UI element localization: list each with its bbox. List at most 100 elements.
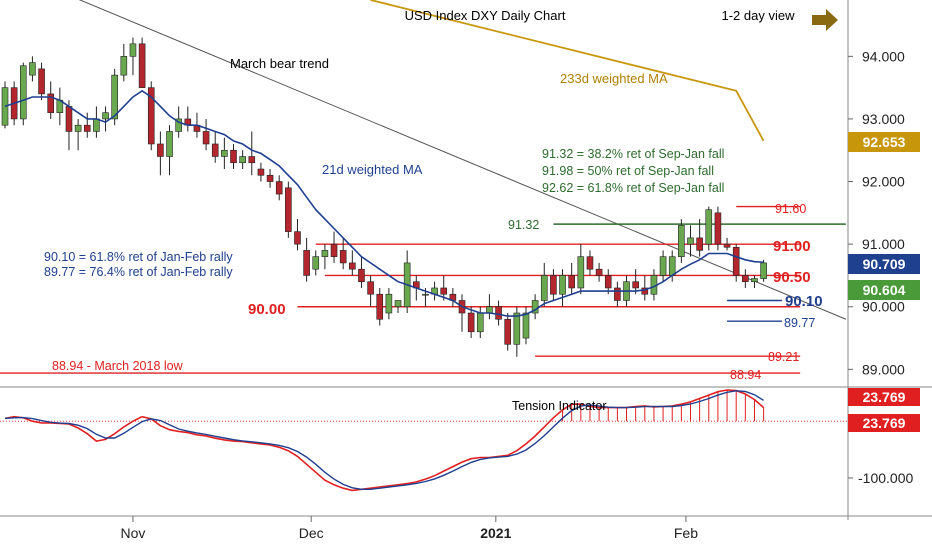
candle	[312, 256, 320, 270]
candle	[275, 181, 283, 195]
candle	[559, 275, 566, 295]
price-tag-last-text: 90.604	[863, 282, 906, 298]
x-tick-label: Feb	[674, 525, 698, 541]
y-tick-label: 92.000	[862, 174, 905, 190]
candle	[74, 124, 82, 132]
arrow-right-icon	[812, 9, 838, 31]
candle	[751, 278, 758, 283]
label-91-00: 91.00	[773, 238, 811, 255]
trend-line	[78, 0, 847, 320]
candle	[586, 256, 594, 270]
annotation-fib-jan-feb-2: 89.77 = 76.4% ret of Jan-Feb rally	[44, 265, 233, 279]
candle	[486, 306, 493, 314]
candle	[513, 312, 521, 345]
candle	[714, 212, 722, 245]
candle	[696, 237, 703, 251]
candle	[705, 209, 713, 245]
annotation-fib-sep-jan-2: 91.98 = 50% ret of Sep-Jan fall	[542, 164, 714, 178]
candle	[476, 312, 484, 333]
candle	[440, 287, 448, 295]
candle	[138, 43, 146, 88]
ma-233d-line	[370, 0, 765, 142]
candle	[147, 87, 155, 145]
candle	[93, 118, 100, 132]
candle	[358, 268, 365, 283]
chart-title: USD Index DXY Daily Chart	[405, 8, 566, 23]
indicator-y-tick-label: -100.000	[858, 470, 913, 486]
candle	[504, 318, 512, 345]
candle	[641, 287, 649, 295]
candle	[659, 256, 667, 276]
label-91-32: 91.32	[508, 218, 539, 232]
price-tag-233d: 92.653	[848, 132, 920, 152]
ma-layer	[4, 0, 765, 317]
y-tick-label: 93.000	[862, 111, 905, 127]
price-tag-233d-text: 92.653	[863, 134, 906, 150]
candle	[367, 281, 374, 295]
indicator-layer	[0, 389, 848, 492]
candle	[632, 281, 639, 289]
candle	[467, 312, 475, 333]
candle	[394, 300, 402, 308]
label-88-94: 88.94	[730, 368, 761, 382]
candle	[550, 275, 557, 295]
candle	[321, 250, 329, 257]
candle	[568, 275, 575, 289]
candle	[495, 306, 502, 320]
candle	[120, 56, 128, 76]
candle	[531, 300, 539, 314]
indicator-tag-2-text: 23.769	[863, 415, 906, 431]
candle	[230, 149, 237, 164]
ma-21d-line	[4, 89, 764, 317]
price-tag-21d: 90.709	[848, 254, 920, 274]
annotation-fib-jan-feb-1: 90.10 = 61.8% ret of Jan-Feb rally	[44, 250, 233, 264]
indicator-tag-1: 23.769	[848, 388, 920, 406]
candle	[239, 156, 246, 164]
y-tick-label: 91.000	[862, 236, 905, 252]
label-89-77: 89.77	[784, 316, 815, 330]
indicator-tag-1-text: 23.769	[863, 389, 906, 405]
candle	[742, 275, 749, 283]
candle	[723, 243, 731, 248]
candle	[129, 43, 137, 57]
candle	[221, 149, 228, 157]
y-tick-label: 89.000	[862, 361, 905, 377]
candle	[285, 187, 292, 232]
view-label: 1-2 day view	[722, 8, 796, 23]
candle	[303, 250, 310, 276]
annotation-90-00: 90.00	[248, 301, 286, 318]
candle	[29, 62, 36, 76]
candle	[166, 131, 173, 157]
x-tick-label: 2021	[480, 525, 511, 541]
candle	[687, 237, 694, 245]
candle	[376, 293, 384, 320]
candle	[595, 268, 603, 276]
annotation-fib-sep-jan-1: 91.32 = 38.2% ret of Sep-Jan fall	[542, 147, 724, 161]
candle	[38, 68, 45, 95]
candle	[111, 74, 118, 120]
label-89-21: 89.21	[768, 350, 799, 364]
candle	[202, 131, 210, 145]
annotation-march-2018-low: 88.94 - March 2018 low	[52, 359, 184, 373]
y-tick-label: 90.000	[862, 299, 905, 315]
annotation-21d-ma: 21d weighted MA	[322, 162, 423, 177]
candle	[83, 124, 91, 132]
candle	[65, 106, 73, 132]
candle	[19, 65, 27, 120]
price-tag-last: 90.604	[848, 280, 920, 300]
candle	[732, 246, 740, 276]
candle	[577, 256, 585, 289]
price-tag-21d-text: 90.709	[863, 256, 906, 272]
candle	[678, 225, 685, 257]
candle	[157, 143, 164, 157]
candle	[102, 112, 109, 120]
candle	[604, 275, 612, 289]
candle	[522, 312, 530, 339]
candle	[614, 287, 621, 301]
indicator-title: Tension Indicator	[512, 399, 607, 413]
candle	[47, 93, 55, 113]
candle	[385, 293, 393, 314]
candle	[257, 168, 265, 176]
x-tick-label: Nov	[121, 525, 146, 541]
